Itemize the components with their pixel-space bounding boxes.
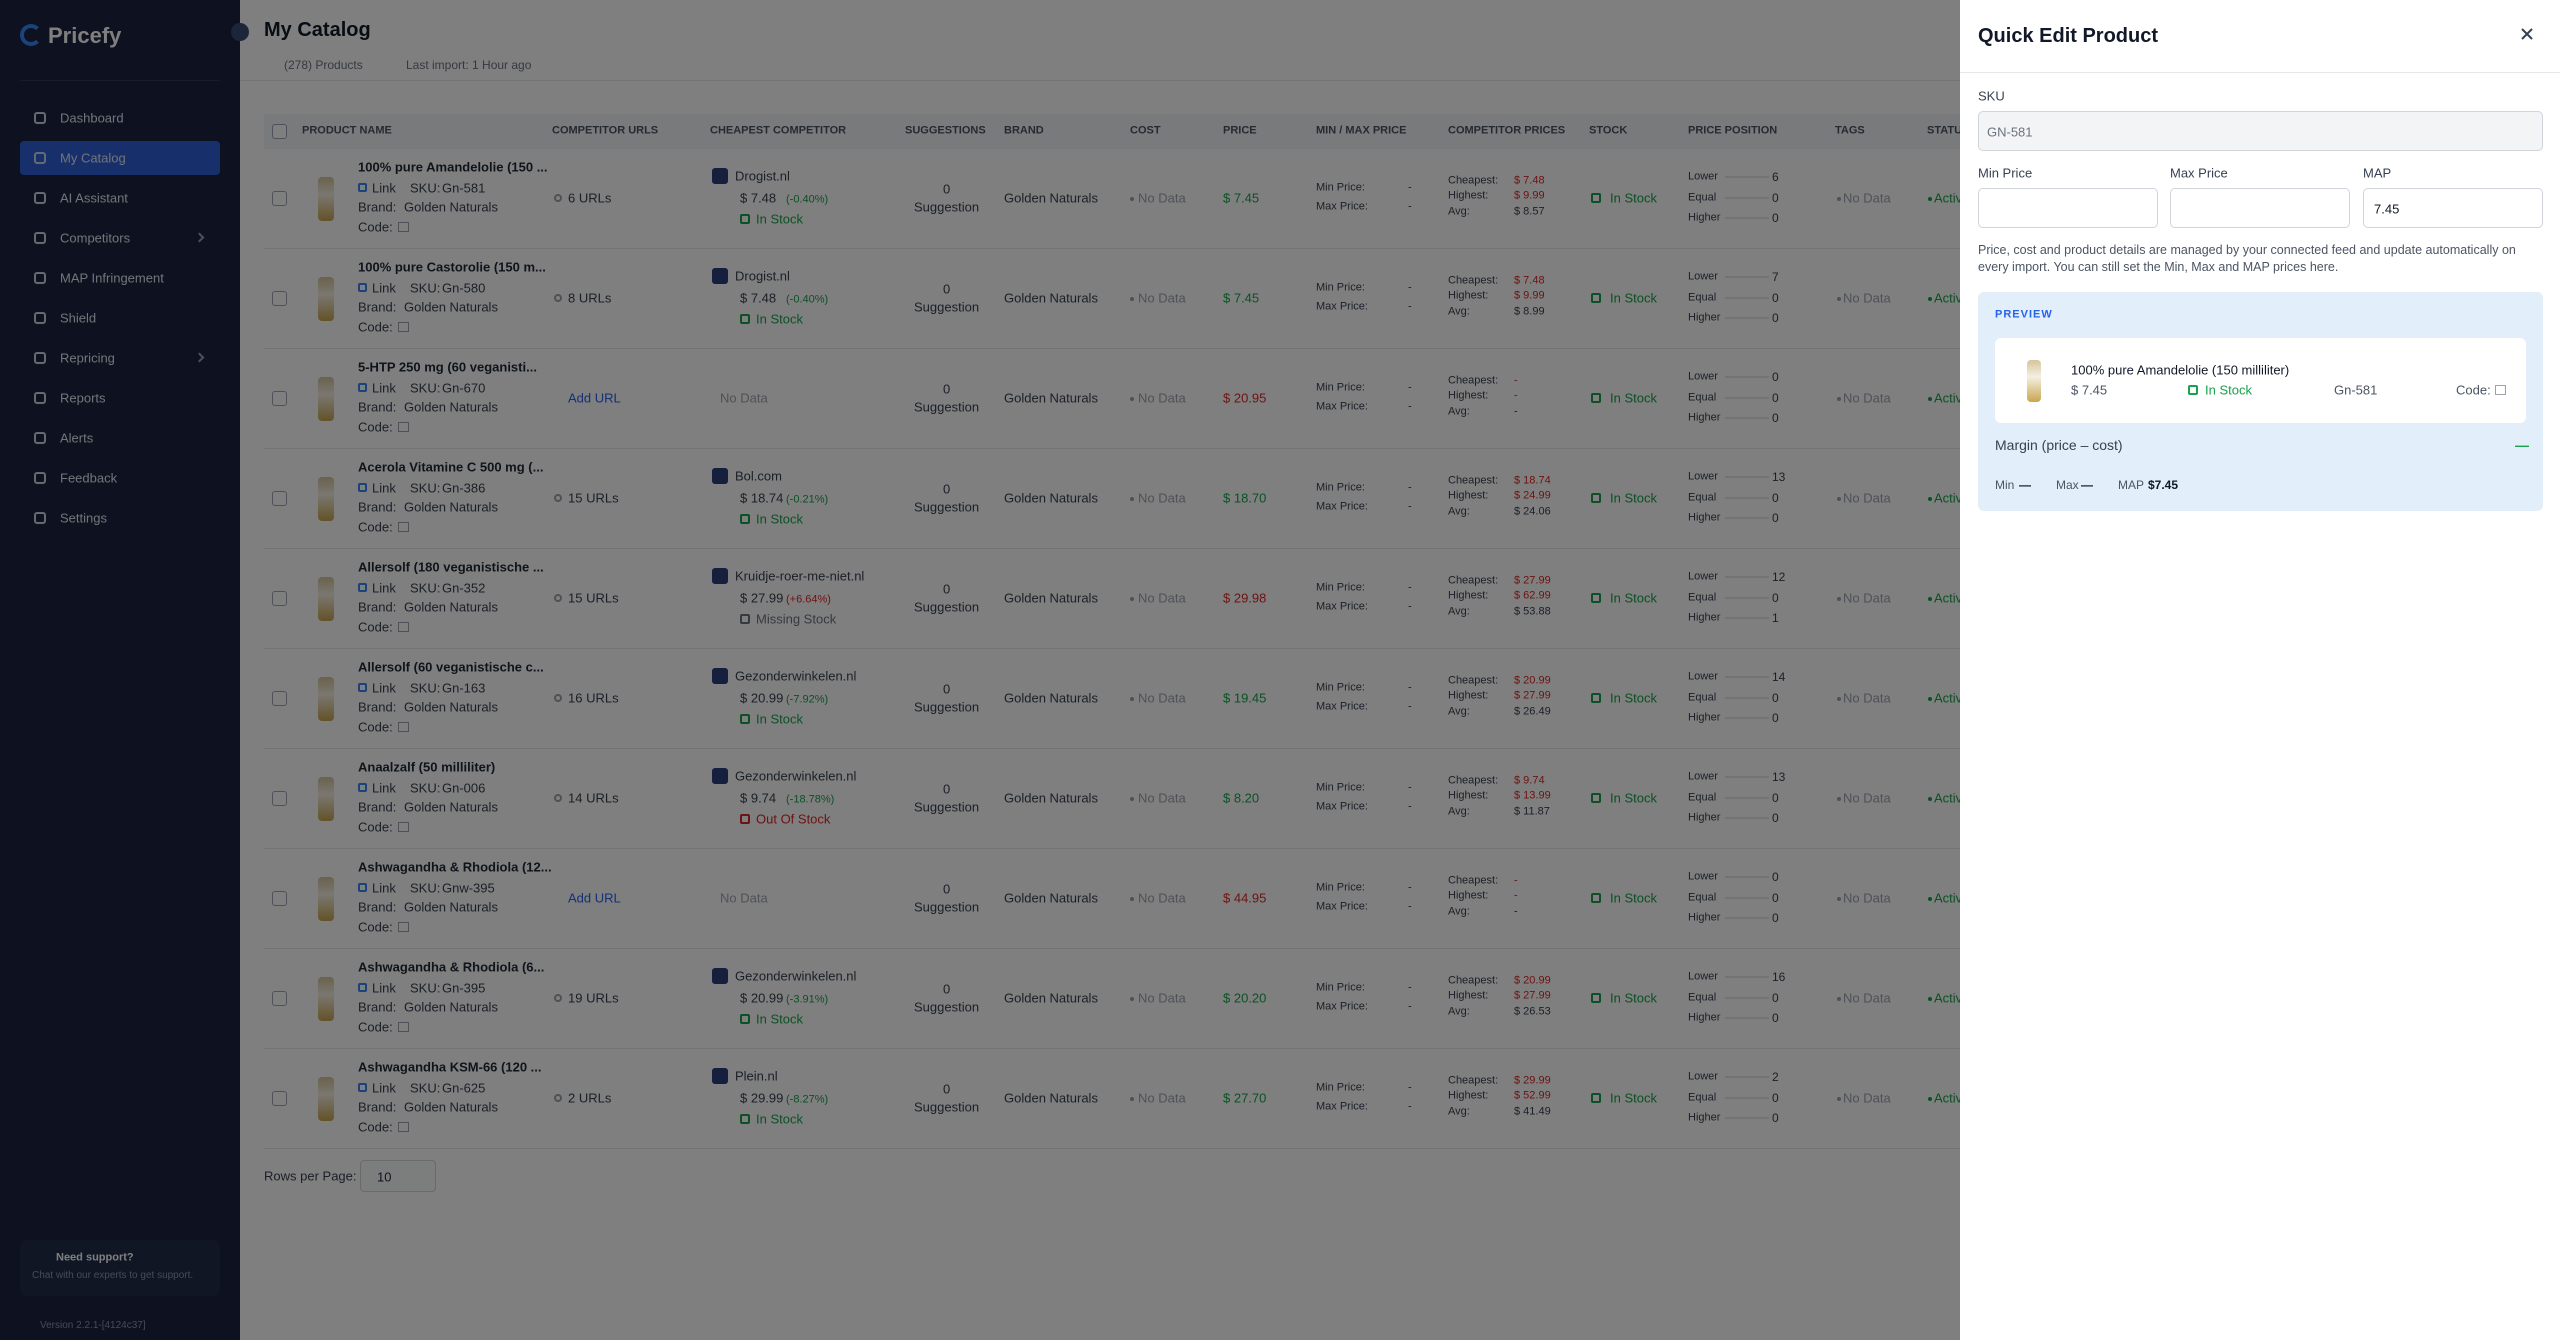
sku-input[interactable]: GN-581 <box>1978 111 2543 151</box>
preview-code-label: Code: <box>2456 382 2491 398</box>
sku-value: GN-581 <box>1987 124 2033 140</box>
preview-label: PREVIEW <box>1995 308 2053 321</box>
map-label: MAP <box>2118 478 2145 492</box>
preview-image <box>2027 360 2041 402</box>
price-input[interactable] <box>1978 188 2158 228</box>
close-button[interactable] <box>2517 24 2537 44</box>
preview-stock-icon <box>2188 385 2198 395</box>
preview-sku: Gn-581 <box>2334 382 2378 398</box>
max-label: Max <box>2056 478 2079 492</box>
note: Price, cost and product details are mana… <box>1978 243 2516 274</box>
max-value: — <box>2081 478 2093 492</box>
price-input[interactable]: 7.45 <box>2363 188 2543 228</box>
preview-stock: In Stock <box>2205 382 2252 398</box>
map-value: $7.45 <box>2148 478 2179 492</box>
field-label: Min Price <box>1978 165 2033 181</box>
field-label: Max Price <box>2170 165 2228 181</box>
price-input[interactable] <box>2170 188 2350 228</box>
preview-card: 100% pure Amandelolie (150 milliliter) $ … <box>1995 338 2526 423</box>
close-icon <box>2521 28 2533 40</box>
panel-title: Quick Edit Product <box>1978 25 2159 47</box>
sku-label: SKU <box>1978 88 2005 104</box>
preview-code-icon <box>2495 385 2506 395</box>
min-label: Min <box>1995 478 2015 492</box>
map-value: 7.45 <box>2374 201 2400 217</box>
field-label: MAP <box>2363 165 2392 181</box>
min-value: — <box>2019 478 2031 492</box>
margin-value: — <box>2515 437 2529 453</box>
preview-price: $ 7.45 <box>2071 382 2108 398</box>
modal-overlay[interactable] <box>0 0 1960 1340</box>
preview-name: 100% pure Amandelolie (150 milliliter) <box>2071 362 2290 378</box>
panel-divider <box>1960 72 2560 73</box>
quick-edit-panel: Quick Edit Product SKU GN-581 Min Price Max … <box>1960 0 2560 1340</box>
preview-box: PREVIEW 100% pure Amandelolie (150 millil… <box>1978 292 2543 511</box>
margin-label: Margin (price – cost) <box>1995 437 2123 453</box>
